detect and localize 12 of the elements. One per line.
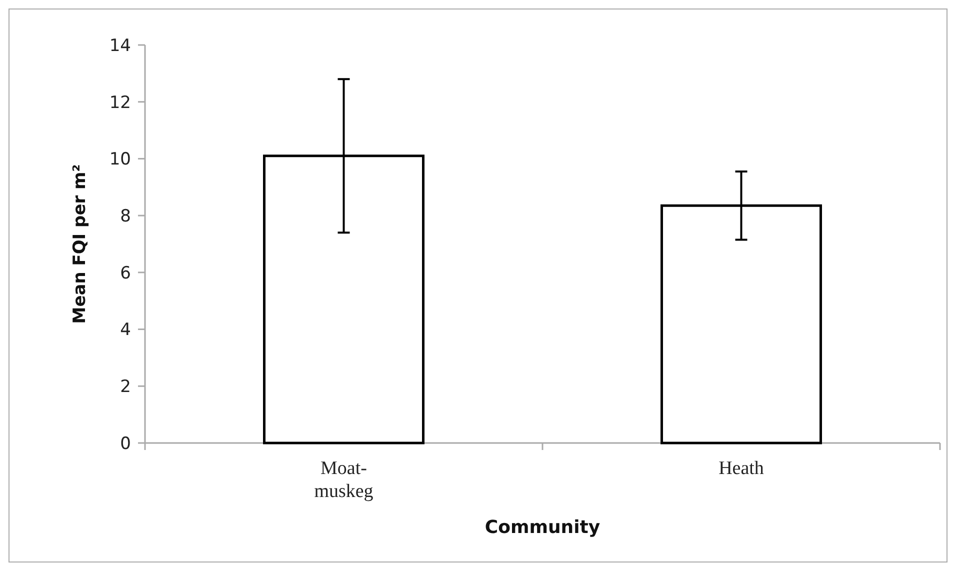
y-tick-label: 10 bbox=[109, 150, 131, 170]
y-tick-label: 14 bbox=[109, 36, 131, 56]
y-tick-label: 0 bbox=[120, 434, 131, 454]
x-tick-label: Heath bbox=[718, 458, 764, 479]
x-axis-title: Community bbox=[484, 517, 600, 538]
y-tick-label: 2 bbox=[120, 377, 131, 398]
y-axis-title: Mean FQI per m² bbox=[70, 164, 90, 324]
x-tick-label: Moat-muskeg bbox=[314, 458, 374, 502]
y-tick-label: 8 bbox=[120, 206, 131, 227]
y-tick-label: 6 bbox=[120, 263, 131, 284]
y-tick-label: 12 bbox=[109, 92, 131, 113]
y-tick-label: 4 bbox=[120, 320, 131, 340]
